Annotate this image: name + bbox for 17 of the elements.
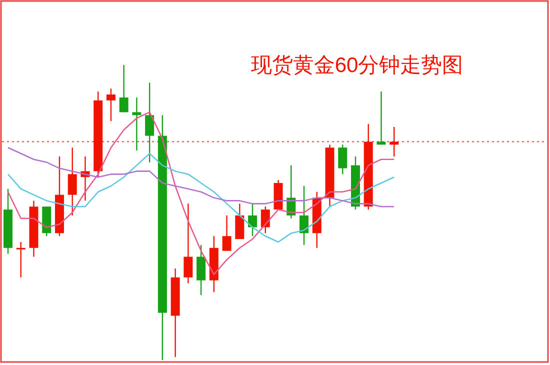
candlestick	[222, 214, 232, 252]
candlestick	[376, 90, 386, 146]
candlestick	[300, 185, 309, 246]
candlestick	[338, 144, 348, 175]
candlestick	[196, 244, 206, 296]
candlestick	[119, 64, 128, 113]
chart-title: 现货黄金60分钟走势图	[250, 54, 464, 77]
candlestick	[16, 241, 26, 278]
candlestick	[106, 88, 116, 122]
candlestick	[260, 206, 270, 234]
candlestick	[390, 126, 399, 158]
candlestick	[68, 147, 77, 216]
candlestick	[184, 203, 193, 284]
candlestick	[248, 203, 258, 237]
candlestick	[132, 96, 142, 152]
candlestick	[235, 203, 244, 240]
candlestick	[145, 82, 154, 163]
